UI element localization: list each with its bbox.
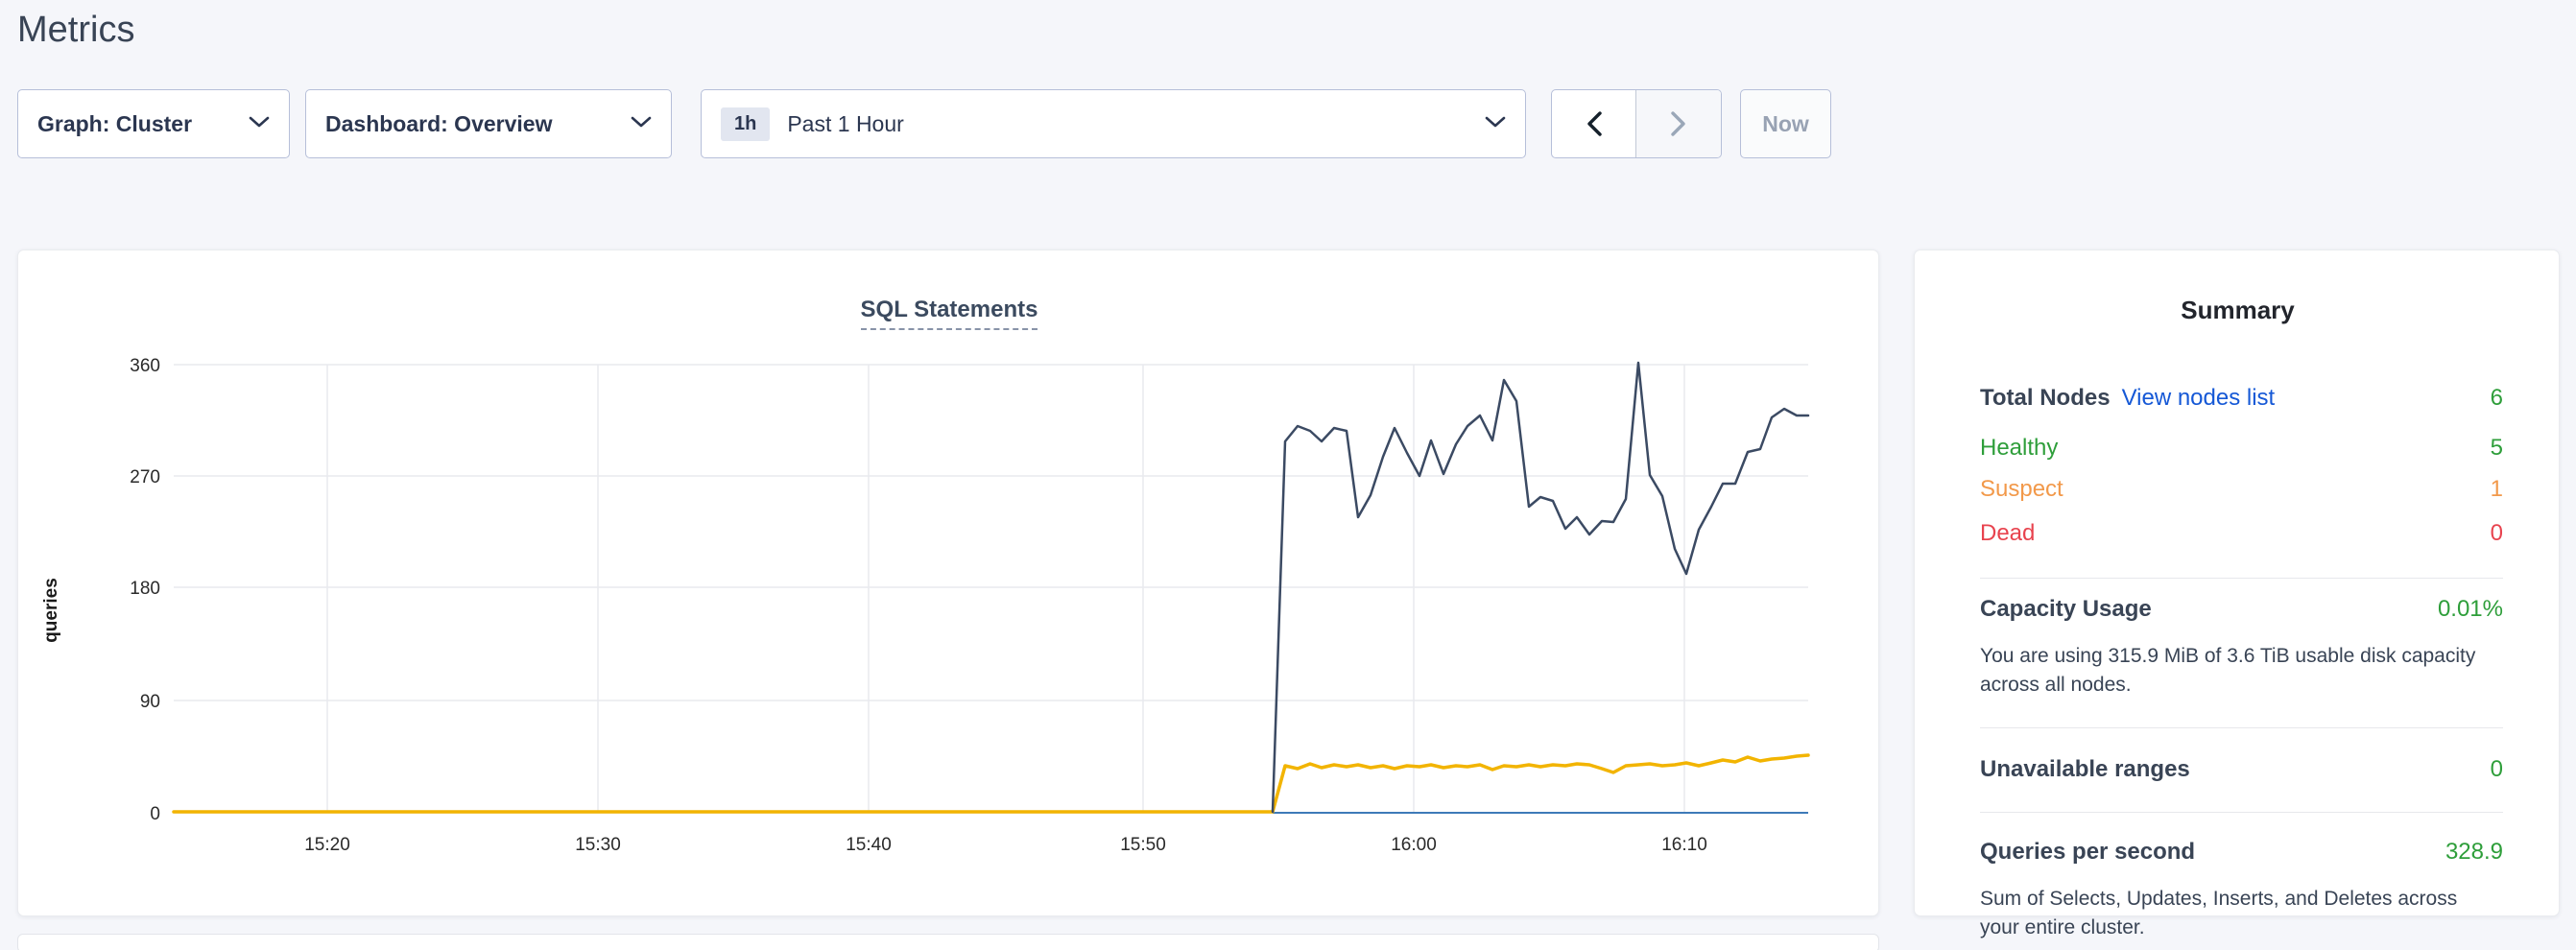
svg-text:15:40: 15:40	[846, 835, 892, 855]
svg-text:15:30: 15:30	[575, 835, 621, 855]
svg-text:15:50: 15:50	[1120, 835, 1166, 855]
svg-text:180: 180	[130, 579, 160, 599]
svg-text:270: 270	[130, 467, 160, 487]
svg-text:360: 360	[130, 356, 160, 376]
svg-text:queries: queries	[41, 578, 61, 643]
svg-text:0: 0	[150, 804, 160, 824]
svg-text:90: 90	[140, 692, 160, 712]
svg-text:16:10: 16:10	[1661, 835, 1707, 855]
svg-text:15:20: 15:20	[304, 835, 350, 855]
svg-text:16:00: 16:00	[1391, 835, 1437, 855]
